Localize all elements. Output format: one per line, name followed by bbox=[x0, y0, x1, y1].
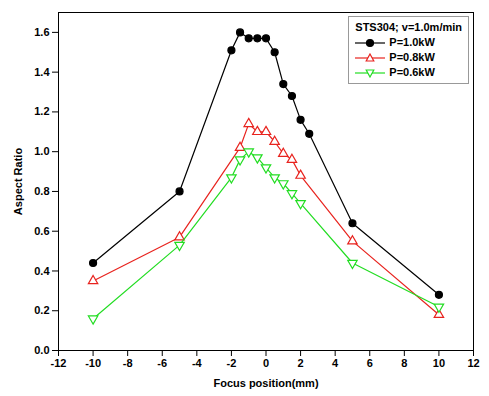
svg-text:2: 2 bbox=[298, 357, 304, 369]
svg-text:1.6: 1.6 bbox=[34, 26, 49, 38]
svg-text:0: 0 bbox=[263, 357, 269, 369]
svg-text:1.2: 1.2 bbox=[34, 105, 49, 117]
svg-text:Aspect Ratio: Aspect Ratio bbox=[12, 148, 24, 216]
svg-text:0.0: 0.0 bbox=[34, 344, 49, 356]
svg-text:4: 4 bbox=[332, 357, 339, 369]
svg-text:Focus position(mm): Focus position(mm) bbox=[213, 377, 318, 389]
html-text:P=1.0kW: P=1.0kW bbox=[389, 36, 435, 48]
html-text:STS304; v=1.0m/min: STS304; v=1.0m/min bbox=[355, 21, 462, 33]
svg-text:1.0: 1.0 bbox=[34, 145, 49, 157]
svg-text:-10: -10 bbox=[85, 357, 101, 369]
svg-text:8: 8 bbox=[401, 357, 407, 369]
svg-text:0.6: 0.6 bbox=[34, 225, 49, 237]
html-text:P=0.8kW: P=0.8kW bbox=[389, 51, 435, 63]
svg-text:10: 10 bbox=[433, 357, 445, 369]
html-text:P=0.6kW: P=0.6kW bbox=[389, 66, 435, 78]
svg-text:-2: -2 bbox=[227, 357, 237, 369]
svg-text:12: 12 bbox=[467, 357, 479, 369]
svg-text:0.2: 0.2 bbox=[34, 304, 49, 316]
svg-text:-4: -4 bbox=[192, 357, 203, 369]
svg-text:0.8: 0.8 bbox=[34, 185, 49, 197]
svg-text:6: 6 bbox=[367, 357, 373, 369]
svg-text:-6: -6 bbox=[157, 357, 167, 369]
svg-text:1.4: 1.4 bbox=[34, 66, 50, 78]
svg-text:-8: -8 bbox=[123, 357, 133, 369]
svg-text:-12: -12 bbox=[51, 357, 67, 369]
svg-text:0.4: 0.4 bbox=[34, 264, 50, 276]
